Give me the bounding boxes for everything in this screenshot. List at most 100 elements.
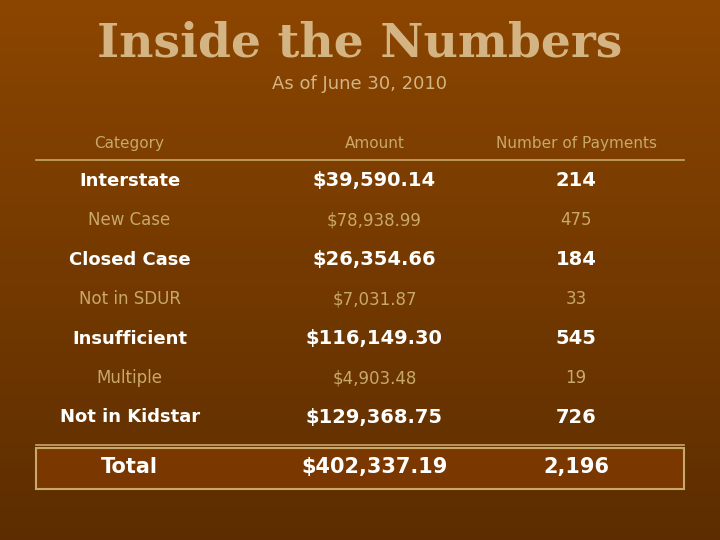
Text: 214: 214 — [556, 171, 596, 191]
Bar — [0, 97, 720, 103]
Bar — [0, 432, 720, 437]
Bar — [0, 475, 720, 481]
Bar — [0, 405, 720, 410]
Bar — [0, 394, 720, 400]
Bar — [0, 437, 720, 443]
Text: $78,938.99: $78,938.99 — [327, 211, 422, 230]
Text: Inside the Numbers: Inside the Numbers — [97, 20, 623, 66]
Text: $402,337.19: $402,337.19 — [301, 456, 448, 477]
Bar — [0, 508, 720, 513]
Bar — [0, 124, 720, 130]
Bar — [0, 54, 720, 59]
Bar — [0, 81, 720, 86]
Bar — [0, 194, 720, 200]
Bar — [0, 464, 720, 470]
Text: Insufficient: Insufficient — [72, 329, 187, 348]
Bar — [0, 427, 720, 432]
Bar — [0, 254, 720, 259]
Bar — [0, 297, 720, 302]
Bar — [0, 221, 720, 227]
Bar — [0, 367, 720, 373]
Bar — [0, 324, 720, 329]
Bar — [0, 513, 720, 518]
Text: 726: 726 — [556, 408, 596, 427]
Bar — [0, 0, 720, 5]
Text: Not in SDUR: Not in SDUR — [78, 290, 181, 308]
Bar — [0, 443, 720, 448]
Bar — [0, 86, 720, 92]
Bar — [0, 248, 720, 254]
FancyBboxPatch shape — [36, 448, 684, 489]
Bar — [0, 308, 720, 313]
Bar — [0, 329, 720, 335]
Bar — [0, 383, 720, 389]
Bar — [0, 232, 720, 238]
Bar — [0, 151, 720, 157]
Bar — [0, 5, 720, 11]
Bar — [0, 65, 720, 70]
Bar — [0, 470, 720, 475]
Bar — [0, 265, 720, 270]
Bar — [0, 524, 720, 529]
Text: Number of Payments: Number of Payments — [495, 136, 657, 151]
Text: Not in Kidstar: Not in Kidstar — [60, 408, 199, 427]
Bar — [0, 535, 720, 540]
Bar — [0, 103, 720, 108]
Text: 545: 545 — [556, 329, 596, 348]
Bar — [0, 529, 720, 535]
Bar — [0, 189, 720, 194]
Bar — [0, 281, 720, 286]
Bar — [0, 351, 720, 356]
Text: Multiple: Multiple — [96, 369, 163, 387]
Text: Interstate: Interstate — [79, 172, 180, 190]
Bar — [0, 32, 720, 38]
Bar — [0, 43, 720, 49]
Bar — [0, 113, 720, 119]
Bar — [0, 135, 720, 140]
Text: 2,196: 2,196 — [543, 456, 609, 477]
Bar — [0, 157, 720, 162]
Text: As of June 30, 2010: As of June 30, 2010 — [272, 75, 448, 93]
Bar — [0, 340, 720, 346]
Bar — [0, 373, 720, 378]
Bar — [0, 59, 720, 65]
Bar — [0, 416, 720, 421]
Bar — [0, 216, 720, 221]
Bar — [0, 238, 720, 243]
Text: Total: Total — [101, 456, 158, 477]
Text: Amount: Amount — [344, 136, 405, 151]
Bar — [0, 140, 720, 146]
Text: 475: 475 — [560, 211, 592, 230]
Text: 33: 33 — [565, 290, 587, 308]
Bar — [0, 454, 720, 459]
Bar — [0, 486, 720, 491]
Bar — [0, 243, 720, 248]
Bar — [0, 22, 720, 27]
Bar — [0, 184, 720, 189]
Bar — [0, 211, 720, 216]
Bar — [0, 286, 720, 292]
Text: Category: Category — [94, 136, 165, 151]
Bar — [0, 70, 720, 76]
Bar — [0, 275, 720, 281]
Bar — [0, 27, 720, 32]
Bar — [0, 92, 720, 97]
Bar — [0, 335, 720, 340]
Bar — [0, 162, 720, 167]
Bar — [0, 313, 720, 319]
Bar — [0, 76, 720, 81]
Bar — [0, 356, 720, 362]
Text: Closed Case: Closed Case — [69, 251, 190, 269]
Bar — [0, 205, 720, 211]
Bar — [0, 302, 720, 308]
Bar — [0, 362, 720, 367]
Bar — [0, 491, 720, 497]
Bar — [0, 173, 720, 178]
Bar — [0, 146, 720, 151]
Bar — [0, 410, 720, 416]
Text: 184: 184 — [556, 250, 596, 269]
Bar — [0, 49, 720, 54]
Bar — [0, 227, 720, 232]
Bar — [0, 200, 720, 205]
Text: $4,903.48: $4,903.48 — [332, 369, 417, 387]
